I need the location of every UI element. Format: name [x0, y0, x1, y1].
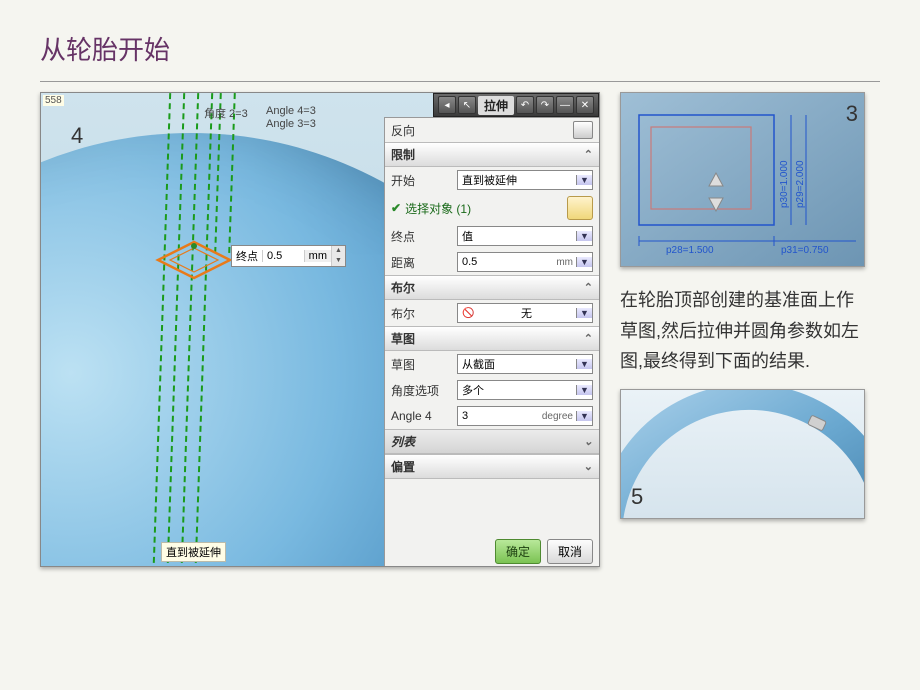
inline-distance-field[interactable]: 终点 0.5 mm ▲▼ — [231, 245, 346, 267]
check-icon: ✔ — [391, 201, 401, 215]
minimize-icon[interactable]: — — [556, 96, 574, 114]
spin-buttons[interactable]: ▲▼ — [331, 246, 345, 266]
chevron-down-icon: ⌄ — [584, 435, 593, 448]
distance-input[interactable]: 0.5mm▼ — [457, 252, 593, 272]
angle-label-2: 角度 2=3 — [204, 105, 248, 121]
right-column: 3 p28=1.500 p31=0.750 p30=1.000 p29=2.00… — [620, 92, 865, 567]
inline-value[interactable]: 0.5 — [262, 250, 304, 262]
angle-label-4: Angle 4=3 — [266, 105, 316, 117]
chevron-down-icon: ▼ — [576, 308, 592, 318]
chevron-up-icon: ⌃ — [584, 332, 593, 345]
annotation-3: 3 — [846, 101, 858, 127]
extend-label: 直到被延伸 — [161, 542, 226, 562]
chevron-down-icon: ▼ — [576, 175, 592, 185]
angle-option-dropdown[interactable]: 多个▼ — [457, 380, 593, 400]
ring-svg — [620, 389, 865, 519]
dialog-titlebar[interactable]: ◂ ↖ 拉伸 ↶ ↷ — ✕ — [433, 93, 599, 117]
row-reverse: 反向 — [385, 118, 599, 142]
divider — [40, 81, 880, 82]
label: 角度选项 — [391, 382, 453, 399]
ok-button[interactable]: 确定 — [495, 539, 541, 564]
content-area: 558 角度 2=3 Angle 4=3 Angle 3=3 4 — [40, 92, 880, 567]
row-distance: 距离 0.5mm▼ — [385, 249, 599, 275]
sketch-rhombus[interactable] — [156, 240, 232, 280]
angle4-input[interactable]: 3degree▼ — [457, 406, 593, 426]
inline-label: 终点 — [232, 248, 262, 264]
label: 布尔 — [391, 305, 453, 322]
page-title: 从轮胎开始 — [40, 30, 880, 67]
description-text: 在轮胎顶部创建的基准面上作草图,然后拉伸并圆角参数如左图,最终得到下面的结果. — [620, 285, 865, 377]
cancel-button[interactable]: 取消 — [547, 539, 593, 564]
section-list[interactable]: 列表⌄ — [385, 429, 599, 454]
section-boolean[interactable]: 布尔⌃ — [385, 275, 599, 300]
label: 草图 — [391, 356, 453, 373]
label: 终点 — [391, 228, 453, 245]
dim-p31: p31=0.750 — [781, 245, 829, 256]
chevron-down-icon: ⌄ — [584, 460, 593, 473]
left-column: 558 角度 2=3 Angle 4=3 Angle 3=3 4 — [40, 92, 600, 567]
arrow-icon[interactable]: ↖ — [458, 96, 476, 114]
close-icon[interactable]: ✕ — [576, 96, 594, 114]
annotation-5: 5 — [631, 484, 643, 510]
sketch-dropdown[interactable]: 从截面▼ — [457, 354, 593, 374]
select-label: 选择对象 (1) — [405, 200, 563, 217]
label: Angle 4 — [391, 409, 453, 423]
result-render: 5 — [620, 389, 865, 519]
chevron-down-icon: ▼ — [576, 231, 592, 241]
dim-p28: p28=1.500 — [666, 245, 714, 256]
axis-label: 558 — [43, 95, 64, 106]
redo-icon[interactable]: ↷ — [536, 96, 554, 114]
sketch-svg — [621, 93, 866, 268]
pin-icon[interactable] — [573, 121, 593, 139]
extrude-panel: 反向 限制⌃ 开始 直到被延伸▼ ✔ 选择对象 (1) 终点 值▼ — [384, 117, 599, 567]
section-sketch[interactable]: 草图⌃ — [385, 326, 599, 351]
section-limit[interactable]: 限制⌃ — [385, 142, 599, 167]
chevron-down-icon: ▼ — [576, 411, 592, 421]
dim-p29: p29=2.000 — [795, 160, 806, 208]
start-dropdown[interactable]: 直到被延伸▼ — [457, 170, 593, 190]
label: 距离 — [391, 254, 453, 271]
angle-label-3: Angle 3=3 — [266, 118, 316, 130]
row-boolean: 布尔 🚫 无▼ — [385, 300, 599, 326]
row-select-object[interactable]: ✔ 选择对象 (1) — [385, 193, 599, 223]
sketch-diagram: 3 p28=1.500 p31=0.750 p30=1.000 p29=2.00… — [620, 92, 865, 267]
cube-icon[interactable] — [567, 196, 593, 220]
row-start: 开始 直到被延伸▼ — [385, 167, 599, 193]
dialog-title: 拉伸 — [478, 96, 514, 115]
undo-icon[interactable]: ↶ — [516, 96, 534, 114]
chevron-down-icon: ▼ — [576, 359, 592, 369]
row-end: 终点 值▼ — [385, 223, 599, 249]
boolean-dropdown[interactable]: 🚫 无▼ — [457, 303, 593, 323]
inline-unit: mm — [304, 250, 331, 262]
row-angle4: Angle 4 3degree▼ — [385, 403, 599, 429]
end-dropdown[interactable]: 值▼ — [457, 226, 593, 246]
chevron-up-icon: ⌃ — [584, 281, 593, 294]
row-angle-option: 角度选项 多个▼ — [385, 377, 599, 403]
dim-p30: p30=1.000 — [779, 160, 790, 208]
section-offset[interactable]: 偏置⌄ — [385, 454, 599, 479]
button-bar: 确定 取消 — [495, 539, 593, 564]
row-sketch: 草图 从截面▼ — [385, 351, 599, 377]
back-icon[interactable]: ◂ — [438, 96, 456, 114]
label: 开始 — [391, 172, 453, 189]
cad-viewport[interactable]: 558 角度 2=3 Angle 4=3 Angle 3=3 4 — [40, 92, 600, 567]
chevron-down-icon: ▼ — [576, 257, 592, 267]
label: 反向 — [391, 122, 453, 139]
chevron-down-icon: ▼ — [576, 385, 592, 395]
chevron-up-icon: ⌃ — [584, 148, 593, 161]
annotation-4: 4 — [71, 123, 83, 149]
